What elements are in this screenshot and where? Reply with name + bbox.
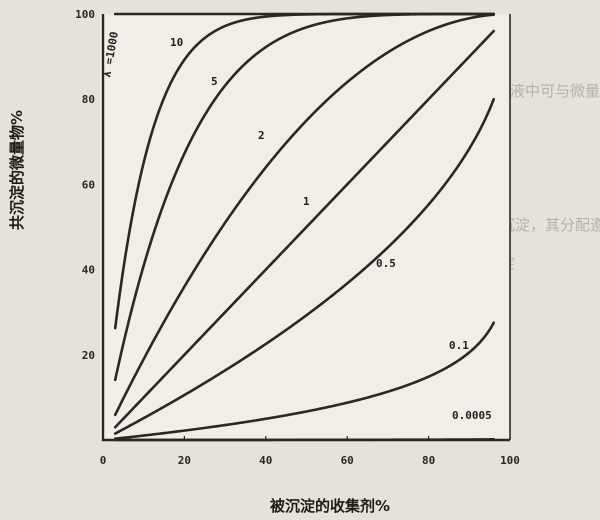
series-label: 2	[258, 129, 265, 142]
series-line	[113, 13, 496, 417]
x-tick-label: 100	[500, 454, 520, 467]
series-line	[113, 12, 496, 382]
y-axis-label: 共沉淀的微量物%	[8, 110, 26, 230]
x-tick-label: 80	[422, 454, 435, 467]
series-lines	[113, 12, 496, 442]
series-label: 1	[303, 195, 310, 208]
y-tick-label: 40	[82, 264, 95, 277]
x-axis-label: 被沉淀的收集剂%	[270, 497, 390, 515]
series-label: 5	[211, 75, 218, 88]
series-line	[113, 97, 496, 435]
series-label: 0.1	[449, 339, 469, 352]
tick-labels: 0 20 40 60 80 100 20 40 60 80 100	[75, 8, 520, 467]
y-tick-label: 20	[82, 349, 95, 362]
x-tick-label: 20	[178, 454, 191, 467]
x-tick-label: 0	[100, 454, 107, 467]
x-tick-label: 60	[341, 454, 354, 467]
y-tick-label: 100	[75, 8, 95, 21]
y-tick-label: 60	[82, 178, 95, 191]
series-line	[113, 29, 496, 429]
series-line	[113, 321, 496, 441]
series-line	[113, 438, 496, 442]
y-tick-label: 80	[82, 93, 95, 106]
series-label: 0.5	[376, 257, 396, 270]
series-label: 10	[170, 36, 183, 49]
series-label: 0.0005	[452, 409, 492, 422]
x-tick-label: 40	[259, 454, 272, 467]
